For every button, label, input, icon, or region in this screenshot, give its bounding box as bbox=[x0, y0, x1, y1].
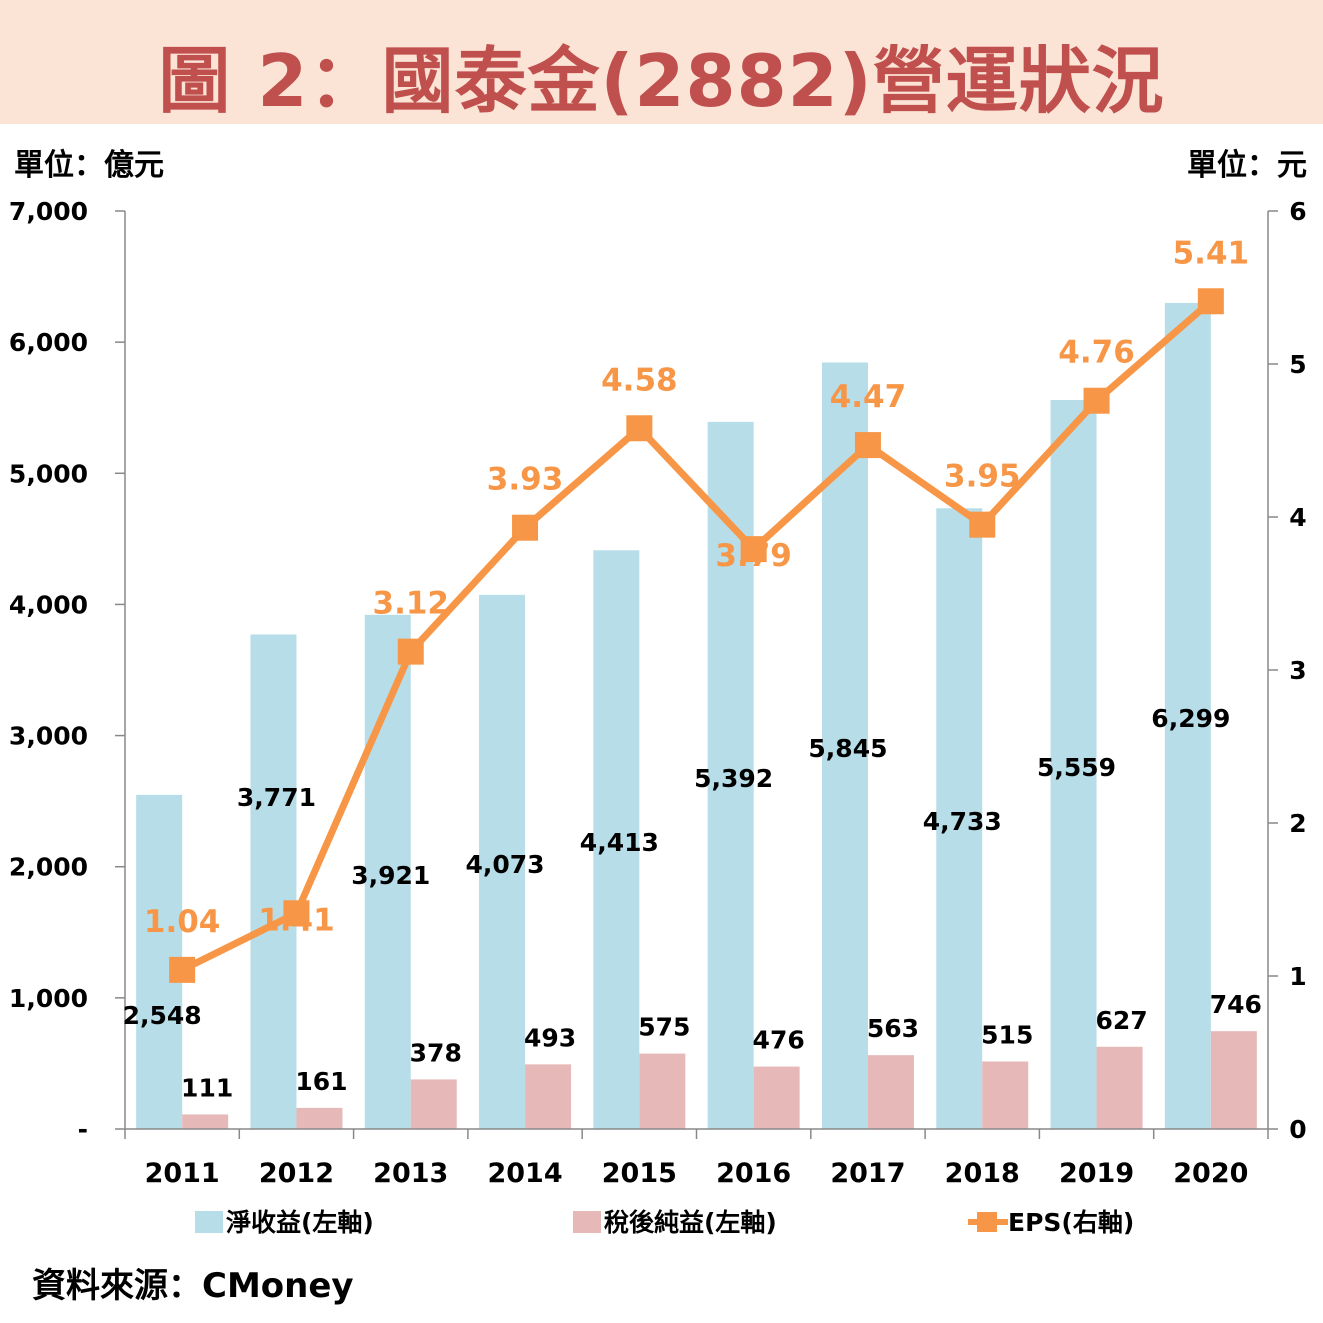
net-revenue-data-label: 2,548 bbox=[123, 1001, 202, 1030]
eps-marker bbox=[740, 536, 767, 563]
net-revenue-data-label: 6,299 bbox=[1151, 704, 1230, 733]
eps-data-label: 3.79 bbox=[715, 538, 792, 574]
eps-data-label: 4.76 bbox=[1058, 335, 1135, 371]
net-revenue-bar bbox=[593, 550, 640, 1129]
eps-data-label: 5.41 bbox=[1173, 235, 1250, 271]
eps-marker bbox=[283, 900, 310, 927]
right-axis-unit: 單位：元 bbox=[1187, 148, 1307, 183]
net-income-bar bbox=[1096, 1046, 1143, 1129]
eps-marker bbox=[169, 956, 196, 983]
net-income-bar bbox=[867, 1055, 914, 1129]
net-income-data-label: 746 bbox=[1210, 990, 1262, 1019]
eps-marker bbox=[854, 432, 881, 459]
net-income-data-label: 575 bbox=[638, 1013, 690, 1042]
eps-marker bbox=[1083, 387, 1110, 414]
eps-line bbox=[180, 298, 1214, 974]
net-income-bar bbox=[982, 1061, 1029, 1129]
chart-title: 圖 2：國泰金(2882)營運狀況 bbox=[158, 39, 1165, 123]
x-axis-tick-label: 2018 bbox=[945, 1158, 1020, 1189]
right-axis-tick-label: 4 bbox=[1289, 503, 1306, 532]
eps-data-label: 1.04 bbox=[144, 904, 221, 940]
right-axis-tick-label: 1 bbox=[1289, 962, 1306, 991]
x-axis-tick-label: 2019 bbox=[1059, 1158, 1134, 1189]
legend-label-eps: EPS(右軸) bbox=[1008, 1208, 1134, 1237]
net-revenue-bar bbox=[1050, 399, 1097, 1129]
source-note: 資料來源：CMoney bbox=[32, 1266, 354, 1306]
net-income-data-label: 563 bbox=[867, 1014, 919, 1043]
eps-data-label: 3.95 bbox=[944, 459, 1021, 495]
x-axis-tick-label: 2015 bbox=[602, 1158, 677, 1189]
eps-marker bbox=[969, 511, 996, 538]
legend-label-net-revenue: 淨收益(左軸) bbox=[226, 1208, 374, 1237]
left-axis-tick-label: 3,000 bbox=[9, 722, 88, 751]
net-revenue-bar bbox=[250, 634, 297, 1129]
x-axis-tick-label: 2011 bbox=[145, 1158, 220, 1189]
left-axis-tick-label: - bbox=[78, 1115, 88, 1144]
net-income-data-label: 476 bbox=[753, 1026, 805, 1055]
x-axis-tick-label: 2014 bbox=[487, 1158, 562, 1189]
net-income-bar bbox=[296, 1107, 343, 1129]
left-axis-tick-label: 2,000 bbox=[9, 853, 88, 882]
net-revenue-data-label: 4,413 bbox=[580, 828, 659, 857]
right-axis-tick-label: 5 bbox=[1289, 350, 1306, 379]
net-revenue-bar bbox=[936, 508, 983, 1129]
eps-data-label: 1.41 bbox=[258, 902, 335, 938]
net-revenue-data-label: 4,073 bbox=[466, 850, 545, 879]
net-income-data-label: 161 bbox=[295, 1067, 347, 1096]
left-axis-tick-label: 7,000 bbox=[9, 197, 88, 226]
x-axis-tick-label: 2013 bbox=[373, 1158, 448, 1189]
right-axis-tick-label: 3 bbox=[1289, 656, 1306, 685]
net-revenue-bar bbox=[479, 594, 526, 1129]
net-income-bar bbox=[182, 1114, 229, 1129]
right-axis-tick-label: 2 bbox=[1289, 809, 1306, 838]
eps-data-label: 3.93 bbox=[487, 462, 564, 498]
left-axis-tick-label: 1,000 bbox=[9, 984, 88, 1013]
x-axis-tick-label: 2012 bbox=[259, 1158, 334, 1189]
right-axis-tick-label: 0 bbox=[1289, 1115, 1306, 1144]
net-revenue-data-label: 5,559 bbox=[1037, 753, 1116, 782]
left-axis-tick-label: 5,000 bbox=[9, 459, 88, 488]
net-income-bar bbox=[753, 1066, 800, 1129]
left-axis-tick-label: 6,000 bbox=[9, 328, 88, 357]
net-income-data-label: 627 bbox=[1095, 1006, 1147, 1035]
eps-data-label: 4.47 bbox=[830, 379, 907, 415]
eps-marker bbox=[397, 638, 424, 665]
net-revenue-data-label: 3,771 bbox=[237, 783, 316, 812]
legend-marker-eps bbox=[977, 1212, 997, 1232]
x-axis-tick-label: 2016 bbox=[716, 1158, 791, 1189]
eps-data-label: 4.58 bbox=[601, 362, 678, 398]
net-revenue-bar bbox=[821, 362, 868, 1130]
eps-marker bbox=[1197, 288, 1224, 315]
right-axis-tick-label: 6 bbox=[1289, 197, 1306, 226]
net-income-bar bbox=[639, 1053, 686, 1129]
net-income-data-label: 111 bbox=[181, 1073, 233, 1102]
net-revenue-data-label: 4,733 bbox=[923, 807, 1002, 836]
net-income-data-label: 493 bbox=[524, 1023, 576, 1052]
legend-swatch-net-income bbox=[573, 1211, 601, 1233]
x-axis-tick-label: 2017 bbox=[830, 1158, 905, 1189]
x-axis-tick-label: 2020 bbox=[1173, 1158, 1248, 1189]
net-income-data-label: 378 bbox=[410, 1038, 462, 1067]
legend-label-net-income: 稅後純益(左軸) bbox=[604, 1208, 777, 1237]
legend-swatch-net-revenue bbox=[195, 1211, 223, 1233]
net-income-bar bbox=[1210, 1031, 1257, 1129]
left-axis-tick-label: 4,000 bbox=[9, 590, 88, 619]
net-revenue-bar bbox=[1164, 302, 1211, 1129]
left-axis-unit: 單位：億元 bbox=[14, 148, 164, 183]
title-band bbox=[0, 0, 1323, 124]
eps-marker bbox=[626, 415, 653, 442]
net-income-bar bbox=[410, 1079, 457, 1129]
net-revenue-data-label: 5,845 bbox=[808, 734, 887, 763]
eps-marker bbox=[512, 514, 539, 541]
net-revenue-data-label: 3,921 bbox=[351, 861, 430, 890]
eps-data-label: 3.12 bbox=[373, 586, 450, 622]
net-income-data-label: 515 bbox=[981, 1020, 1033, 1049]
net-revenue-data-label: 5,392 bbox=[694, 764, 773, 793]
net-income-bar bbox=[525, 1064, 572, 1129]
